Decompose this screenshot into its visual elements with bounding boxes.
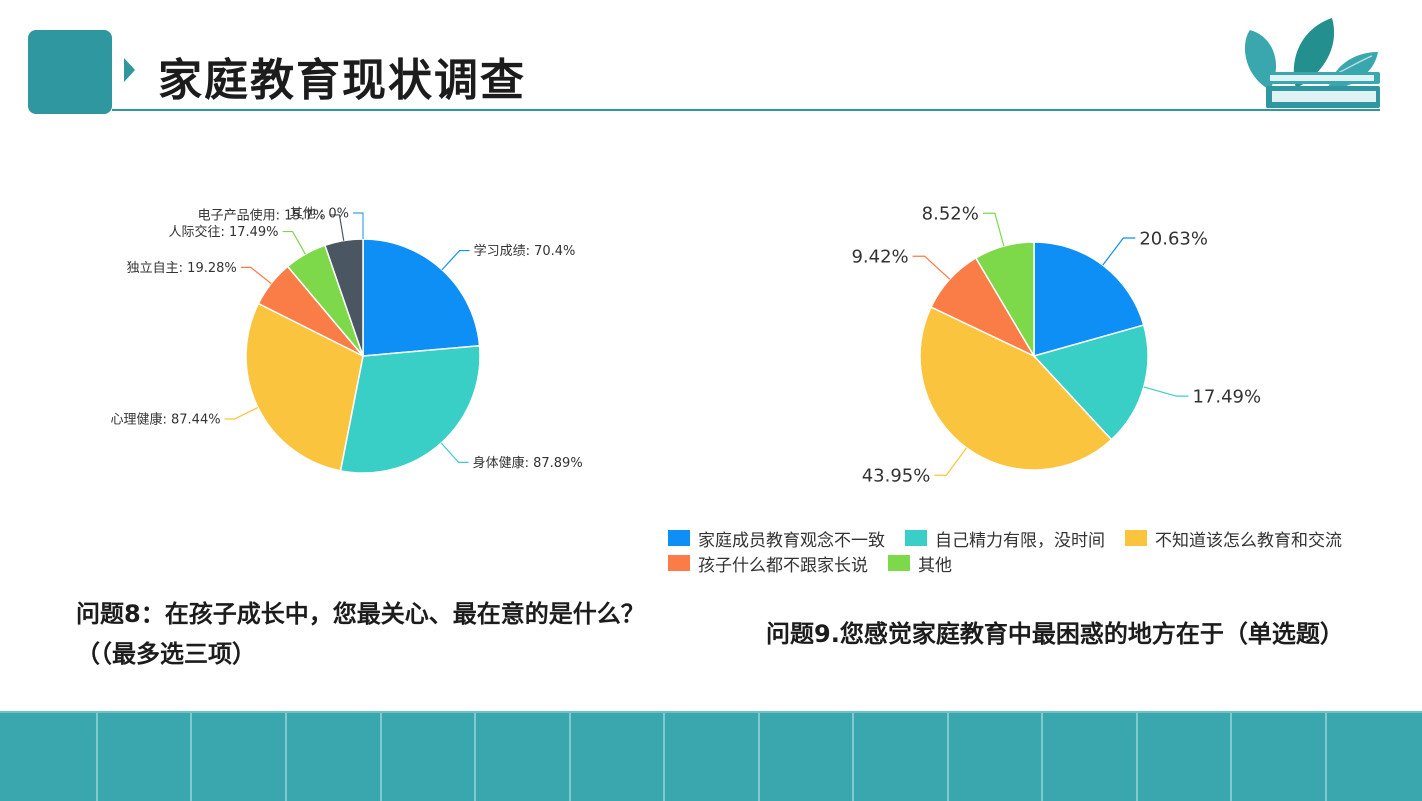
- legend-item: 家庭成员教育观念不一致: [668, 528, 885, 551]
- leader-line: [1143, 386, 1189, 397]
- leader-line: [1102, 237, 1136, 266]
- slice-label: 20.63%: [1139, 228, 1208, 249]
- question-8-text: 问题8：在孩子成长中，您最关心、最在意的是什么？（（最多选三项）: [76, 600, 645, 668]
- legend-label: 不知道该怎么教育和交流: [1155, 530, 1342, 551]
- slice-label: 心理健康: 87.44%: [111, 412, 221, 428]
- footer-divider: [569, 713, 571, 801]
- legend-item: 孩子什么都不跟家长说: [668, 553, 868, 576]
- slice-label: 8.52%: [922, 204, 979, 225]
- pie-slice: [1032, 324, 1149, 441]
- leader-line: [282, 230, 306, 255]
- slice-label: 电子产品使用: 15.7%: [198, 208, 326, 224]
- slice-label: 43.95%: [862, 466, 931, 487]
- pie-slice: [974, 241, 1035, 359]
- leader-line: [440, 442, 469, 463]
- footer-divider: [1230, 713, 1232, 801]
- leader-line: [441, 249, 470, 271]
- pie-slice: [1033, 241, 1145, 357]
- footer-divider: [947, 713, 949, 801]
- footer-divider: [474, 713, 476, 801]
- legend-label: 其他: [918, 555, 952, 576]
- legend-item: 其他: [888, 553, 952, 576]
- footer-divider: [96, 713, 98, 801]
- footer-divider: [190, 713, 192, 801]
- footer-divider: [285, 713, 287, 801]
- chart-q9-legend: 家庭成员教育观念不一致 自己精力有限，没时间 不知道该怎么教育和交流 孩子什么都…: [668, 528, 1413, 576]
- legend-swatch: [668, 555, 690, 571]
- title-underline: [112, 109, 1380, 111]
- legend-item: 不知道该怎么教育和交流: [1125, 528, 1342, 551]
- leader-line: [934, 447, 967, 476]
- title-accent-square: [28, 30, 112, 114]
- chart-q8-pie: 学习成绩: 70.4% 身体健康: 87.89% 心理健康: 87.44% 独立自主:…: [111, 207, 583, 474]
- chart-q9-pie: 20.63% 17.49% 43.95% 9.42% 8.52%: [851, 204, 1261, 487]
- slice-label: 学习成绩: 70.4%: [474, 243, 576, 259]
- footer-divider: [1041, 713, 1043, 801]
- footer-divider: [380, 713, 382, 801]
- slice-label: 17.49%: [1192, 386, 1261, 407]
- footer-divider: [758, 713, 760, 801]
- footer-divider: [852, 713, 854, 801]
- leader-line: [224, 406, 259, 420]
- legend-swatch: [1125, 530, 1147, 546]
- legend-item: 自己精力有限，没时间: [905, 528, 1105, 551]
- leader-line: [240, 266, 272, 284]
- legend-label: 家庭成员教育观念不一致: [698, 530, 885, 551]
- slice-label: 身体健康: 87.89%: [473, 455, 583, 471]
- slice-label: 其他 : 0%: [290, 207, 349, 222]
- legend-swatch: [668, 530, 690, 546]
- leader-line: [353, 212, 364, 239]
- leader-line: [982, 212, 1005, 247]
- title-arrow-icon: [124, 58, 135, 82]
- page-title: 家庭教育现状调查: [158, 55, 526, 106]
- footer-divider: [663, 713, 665, 801]
- leader-line: [912, 255, 951, 280]
- pie-slice: [324, 238, 364, 357]
- footer-divider: [1136, 713, 1138, 801]
- question-9-text: 问题9.您感觉家庭教育中最困惑的地方在于（单选题）: [766, 620, 1344, 648]
- pie-slice: [362, 238, 481, 357]
- leaf-book-logo-icon: [1244, 18, 1380, 108]
- footer-divider: [1325, 713, 1327, 801]
- legend-label: 孩子什么都不跟家长说: [698, 555, 868, 576]
- legend-label: 自己精力有限，没时间: [935, 530, 1105, 551]
- legend-swatch: [888, 555, 910, 571]
- pie-slice: [339, 344, 481, 474]
- slice-label: 人际交往: 17.49%: [168, 224, 278, 240]
- footer-band: [0, 711, 1422, 801]
- slice-label: 9.42%: [851, 247, 908, 268]
- legend-swatch: [905, 530, 927, 546]
- leader-line: [329, 214, 345, 241]
- pie-slice: [245, 302, 364, 472]
- slice-label: 独立自主: 19.28%: [127, 261, 237, 276]
